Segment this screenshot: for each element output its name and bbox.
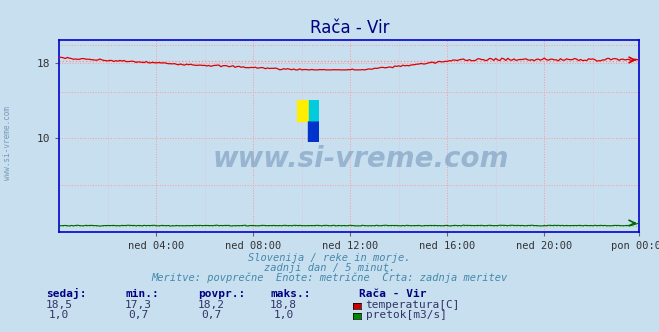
Text: 0,7: 0,7 [201, 310, 221, 320]
Text: 0,7: 0,7 [129, 310, 148, 320]
Text: 1,0: 1,0 [49, 310, 69, 320]
Text: Meritve: povprečne  Enote: metrične  Črta: zadnja meritev: Meritve: povprečne Enote: metrične Črta:… [152, 271, 507, 283]
Text: 1,0: 1,0 [273, 310, 293, 320]
Text: 18,8: 18,8 [270, 300, 297, 310]
Text: Slovenija / reke in morje.: Slovenija / reke in morje. [248, 253, 411, 263]
Title: Rača - Vir: Rača - Vir [310, 19, 389, 37]
Text: Rača - Vir: Rača - Vir [359, 289, 426, 299]
Text: temperatura[C]: temperatura[C] [366, 300, 460, 310]
Text: www.si-vreme.com: www.si-vreme.com [213, 145, 509, 173]
Text: 18,5: 18,5 [46, 300, 72, 310]
Text: min.:: min.: [125, 289, 159, 299]
Text: 18,2: 18,2 [198, 300, 224, 310]
Text: www.si-vreme.com: www.si-vreme.com [3, 106, 13, 180]
Text: pretok[m3/s]: pretok[m3/s] [366, 310, 447, 320]
Text: 17,3: 17,3 [125, 300, 152, 310]
Text: zadnji dan / 5 minut.: zadnji dan / 5 minut. [264, 263, 395, 273]
Text: povpr.:: povpr.: [198, 289, 245, 299]
Text: maks.:: maks.: [270, 289, 310, 299]
Text: sedaj:: sedaj: [46, 288, 86, 299]
